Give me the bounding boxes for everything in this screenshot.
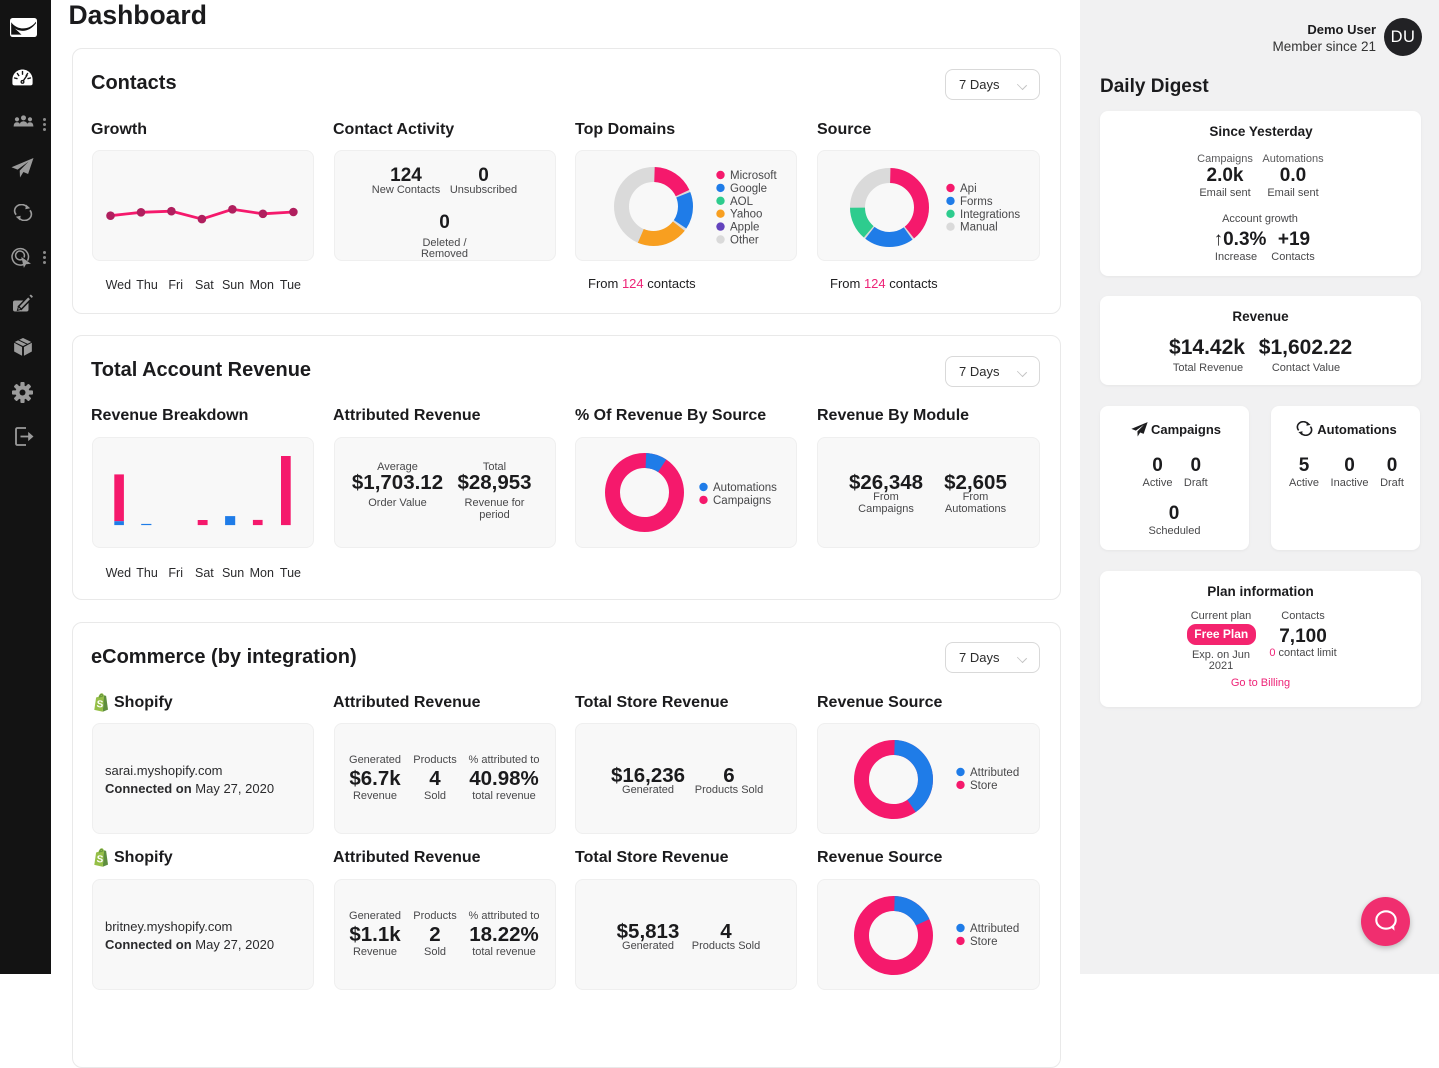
svg-text:S: S xyxy=(96,699,104,711)
svg-text:Google: Google xyxy=(730,183,767,195)
svg-text:Other: Other xyxy=(730,234,759,246)
svg-text:Yahoo: Yahoo xyxy=(730,208,762,220)
svg-text:Attributed: Attributed xyxy=(970,767,1019,779)
svg-text:Store: Store xyxy=(970,779,998,791)
svg-text:AOL: AOL xyxy=(730,196,754,208)
svg-text:Microsoft: Microsoft xyxy=(730,170,777,182)
svg-text:Attributed: Attributed xyxy=(970,923,1019,935)
svg-text:Automations: Automations xyxy=(713,482,777,494)
svg-text:Api: Api xyxy=(960,183,977,195)
svg-text:Integrations: Integrations xyxy=(960,209,1020,221)
svg-text:Manual: Manual xyxy=(960,222,998,234)
svg-text:Apple: Apple xyxy=(730,221,759,233)
svg-text:S: S xyxy=(96,854,104,866)
svg-text:Campaigns: Campaigns xyxy=(713,495,771,507)
svg-text:Forms: Forms xyxy=(960,196,993,208)
svg-text:Store: Store xyxy=(970,936,998,948)
